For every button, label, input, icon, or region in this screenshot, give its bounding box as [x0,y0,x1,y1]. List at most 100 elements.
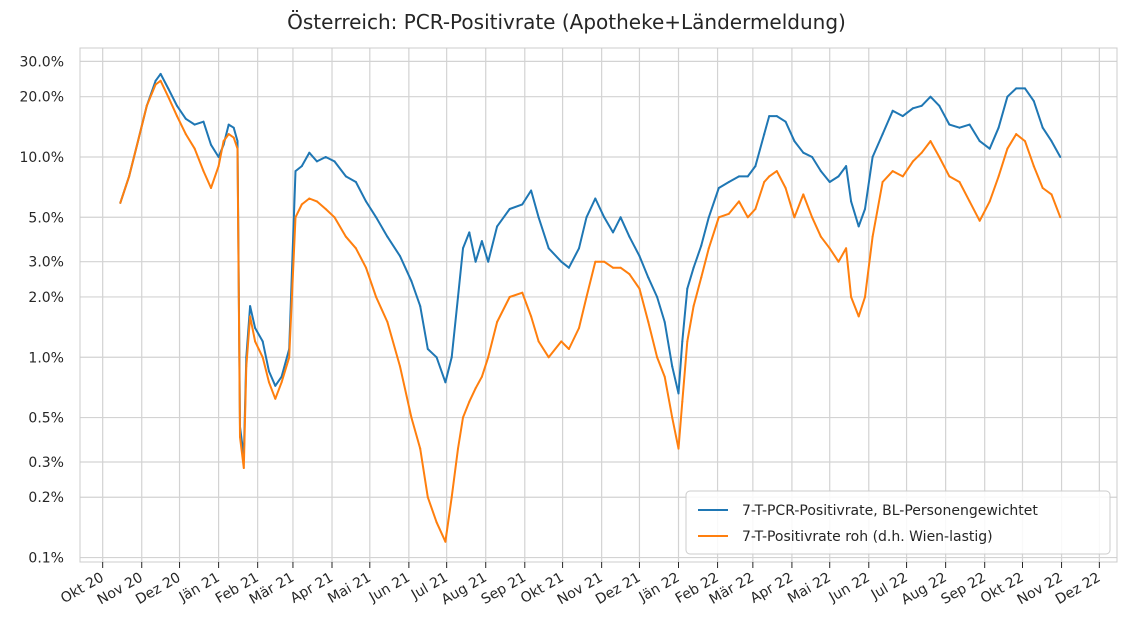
data-point [793,216,796,219]
x-tick-label: Apr 22 [748,570,796,607]
x-tick-label: Aug 21 [439,570,490,609]
data-point [280,375,283,378]
data-point [1006,147,1009,150]
y-tick-label: 0.1% [28,551,64,567]
data-point [375,216,378,219]
data-point [444,540,447,543]
data-point [159,72,162,75]
data-point [948,123,951,126]
grid-lines [80,48,1117,562]
data-point [375,296,378,298]
data-point [663,375,666,378]
data-point [249,305,252,308]
data-point [958,126,961,129]
data-point [487,260,490,263]
data-point [978,140,981,143]
data-point [638,287,641,290]
data-point [474,387,477,390]
data-point [603,260,606,263]
data-point [763,181,766,183]
y-tick-label: 2.0% [28,290,64,306]
legend: 7-T-PCR-Positivrate, BL-Personengewichte… [685,490,1111,555]
data-point [1059,156,1062,158]
data-point [537,216,540,219]
data-point [236,140,239,143]
data-point [274,384,277,387]
data-point [1024,87,1026,90]
data-point [784,120,787,123]
y-tick-label: 30.0% [20,54,64,70]
data-point [365,200,367,203]
data-point [638,255,641,258]
data-point [784,187,787,189]
data-point [227,133,230,136]
data-point [496,321,499,323]
data-point [845,247,848,250]
data-point [656,356,659,359]
data-point [294,170,297,173]
x-tick-label: Mai 21 [325,570,374,607]
data-point [268,370,270,373]
data-point [881,181,884,183]
data-point [819,235,822,238]
data-point [202,120,205,123]
data-point [857,225,860,228]
y-tick-label: 5.0% [28,210,64,226]
data-point [154,79,157,82]
data-point [891,170,894,173]
data-point [333,160,336,163]
data-point [727,212,730,215]
data-point [968,123,971,126]
data-point [857,315,860,318]
data-point [567,348,570,350]
data-point [457,447,459,450]
data-point [435,356,438,359]
data-point [435,521,438,524]
data-point [560,340,563,343]
data-point [700,244,703,247]
data-point [232,136,235,139]
data-point [239,436,241,438]
data-series [119,72,1062,543]
data-point [920,151,923,154]
data-point [628,235,631,238]
data-point [1059,216,1062,219]
data-point [254,340,257,343]
data-point [775,170,778,173]
data-point [686,340,689,343]
data-point [612,231,614,234]
data-point [1032,165,1035,168]
data-point [707,216,710,219]
data-point [1015,133,1018,136]
data-point [444,381,447,384]
data-point [929,95,932,98]
data-point [746,216,749,219]
y-axis: 0.1% 0.2% 0.3% 0.5% 1.0% 2.0% 3.0% 5.0% 10.0% 20.… [20,54,64,566]
data-point [547,247,550,250]
data-point [193,123,196,126]
data-point [594,260,597,263]
data-point [619,216,622,219]
data-point [948,175,951,178]
data-point [1015,87,1018,90]
data-point [508,208,511,210]
data-point [410,416,413,419]
data-point [938,156,941,158]
x-tick-label: Sep 22 [939,570,989,608]
data-point [988,147,991,150]
data-point [594,197,597,200]
data-point [210,187,212,189]
data-point [1041,187,1044,189]
data-point [159,79,162,82]
data-point [227,123,230,126]
data-point [811,216,814,219]
data-point [677,392,680,395]
data-point [315,200,318,203]
data-point [837,260,840,263]
data-point [997,175,1000,178]
data-point [612,266,614,269]
data-point [300,165,303,168]
data-point [210,143,212,146]
data-point [128,175,131,178]
